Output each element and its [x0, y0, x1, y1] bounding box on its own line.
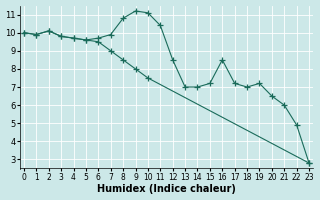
- X-axis label: Humidex (Indice chaleur): Humidex (Indice chaleur): [97, 184, 236, 194]
